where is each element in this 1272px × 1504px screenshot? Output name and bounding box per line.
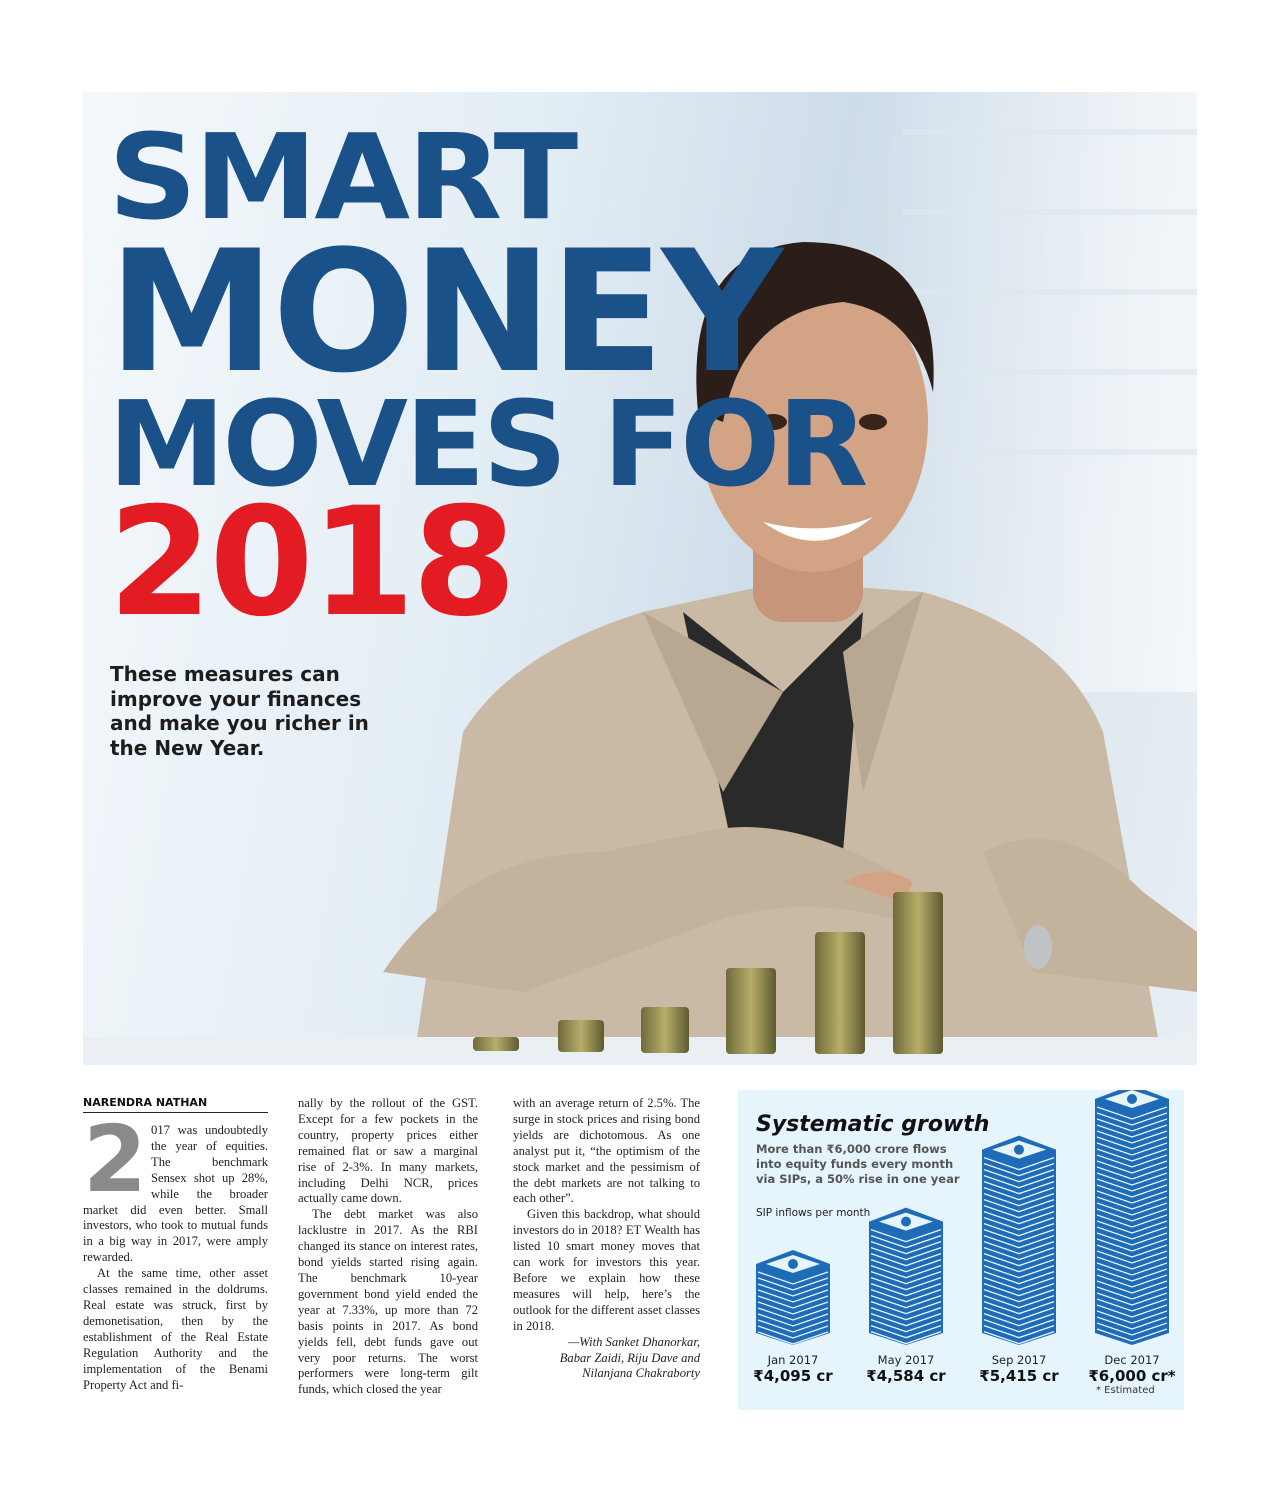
paragraph: The debt market was also lacklustre in 2… (298, 1207, 478, 1397)
contributors-credit: Babar Zaidi, Riju Dave and (559, 1350, 700, 1365)
value-label: ₹6,000 cr* (1088, 1367, 1176, 1385)
article-column-1: 2 017 was undoubtedly the year of equiti… (83, 1106, 268, 1393)
bar-label: Jan 2017 ₹4,095 cr (733, 1353, 853, 1385)
headline-line-3: MOVES FOR (108, 375, 868, 513)
contributors-credit: Nilanjana Chakraborty (582, 1366, 700, 1381)
hero-photo (83, 92, 1197, 1065)
chart-axis-label: SIP inflows per month (756, 1207, 871, 1219)
sip-inflows-infographic: Systematic growth More than ₹6,000 crore… (738, 1090, 1184, 1410)
chart-footnote: * Estimated (1096, 1385, 1155, 1396)
contributors-credit: —With Sanket Dhanorkar, (568, 1334, 700, 1349)
paragraph: with an average return of 2.5%. The surg… (513, 1096, 700, 1206)
standfirst: These measures can improve your finances… (110, 662, 369, 760)
coin-stacks (473, 892, 943, 1054)
article-column-3: with an average return of 2.5%. The surg… (513, 1096, 700, 1382)
headline-line-1: SMART (108, 108, 578, 246)
banknote-stacks (756, 1090, 1169, 1351)
category-label: Sep 2017 (991, 1353, 1047, 1367)
bar-dec-2017 (1095, 1090, 1169, 1348)
article-column-2: nally by the rollout of the GST. Except … (298, 1096, 478, 1398)
byline: NARENDRA NATHAN (83, 1096, 268, 1113)
paragraph: At the same time, other asset classes re… (83, 1266, 268, 1392)
chart-title: Systematic growth (756, 1112, 990, 1137)
paragraph: nally by the rollout of the GST. Except … (298, 1096, 478, 1206)
paragraph: Given this backdrop, what should investo… (513, 1207, 700, 1333)
bar-sep-2017 (982, 1135, 1056, 1351)
category-label: Jan 2017 (767, 1353, 819, 1367)
category-label: May 2017 (877, 1353, 935, 1367)
woman-with-coin-stacks-image (83, 92, 1197, 1065)
bar-label: Dec 2017 ₹6,000 cr* (1072, 1353, 1192, 1385)
bar-label: Sep 2017 ₹5,415 cr (959, 1353, 1079, 1385)
value-label: ₹4,584 cr (866, 1367, 946, 1385)
bar-may-2017 (869, 1207, 943, 1351)
headline-line-2: MONEY (108, 214, 783, 410)
value-label: ₹4,095 cr (753, 1367, 833, 1385)
drop-cap: 2 (83, 1106, 148, 1213)
paragraph: 017 was undoubtedly the year of equities… (83, 1123, 268, 1265)
bar-jan-2017 (756, 1250, 830, 1351)
headline-year: 2018 (108, 476, 516, 650)
bar-label: May 2017 ₹4,584 cr (846, 1353, 966, 1385)
value-label: ₹5,415 cr (979, 1367, 1059, 1385)
chart-subtitle: More than ₹6,000 crore flows into equity… (756, 1142, 960, 1186)
category-label: Dec 2017 (1104, 1353, 1160, 1367)
